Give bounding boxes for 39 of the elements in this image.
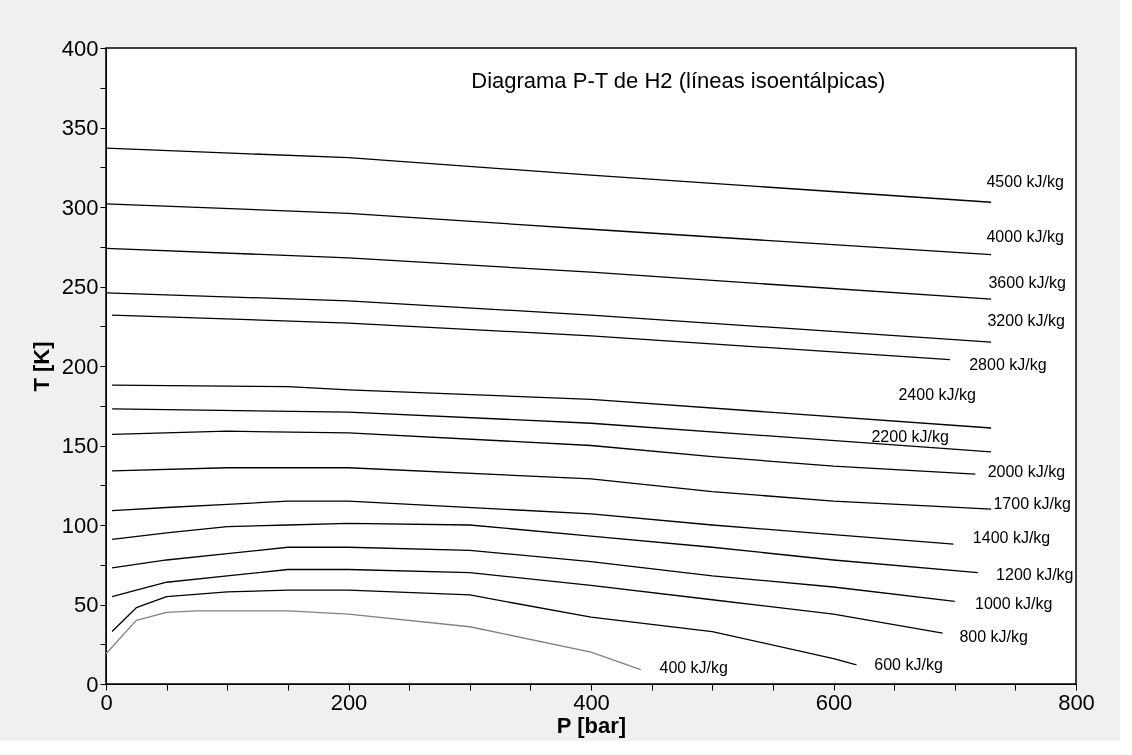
line-series	[111, 314, 951, 361]
text: Diagrama P-T de H2 (líneas isoentálpicas)	[471, 68, 886, 93]
y-tick-label: 350	[61, 115, 99, 140]
x-axis-title: P [bar]	[556, 712, 627, 738]
line-series	[105, 610, 642, 671]
y-tick-label: 100	[61, 512, 99, 538]
y-tick-label: 400	[61, 35, 99, 61]
series-label: 3200 kJ/kg	[987, 312, 1065, 330]
y-axis-title: T [K]	[28, 341, 54, 392]
line-series	[111, 546, 956, 602]
line-series	[111, 408, 992, 453]
series-label: 1000 kJ/kg	[975, 595, 1053, 613]
series-label: 4500 kJ/kg	[986, 173, 1064, 191]
series-label: 1400 kJ/kg	[972, 529, 1051, 547]
line-series	[111, 500, 955, 545]
series-label: 2800 kJ/kg	[969, 355, 1047, 373]
x-tick-label: 400	[573, 689, 610, 715]
x-tick-label: 600	[815, 689, 853, 715]
y-tick-label: 50	[74, 592, 99, 617]
series-label: 1200 kJ/kg	[996, 565, 1074, 583]
series-label: 3600 kJ/kg	[988, 274, 1066, 292]
y-tick-label: 150	[61, 433, 99, 458]
series-label: 400 kJ/kg	[659, 658, 728, 676]
x-tick-label: 200	[330, 689, 368, 715]
series-label: 2200 kJ/kg	[871, 427, 949, 445]
y-tick-label: 200	[61, 353, 99, 379]
series-label: 1700 kJ/kg	[993, 495, 1071, 513]
line-series	[111, 430, 977, 475]
x-tick-label: 800	[1058, 689, 1095, 715]
y-tick-label: 300	[61, 194, 99, 220]
line-series	[111, 568, 944, 634]
series-label: 600 kJ/kg	[874, 655, 943, 673]
y-tick-label: 0	[86, 671, 99, 697]
y-tick-label: 250	[61, 274, 99, 299]
series-label: 800 kJ/kg	[959, 628, 1028, 646]
series-label: 2400 kJ/kg	[898, 386, 976, 404]
line-series	[111, 384, 992, 429]
series-label: 2000 kJ/kg	[987, 463, 1066, 481]
series-label: 4000 kJ/kg	[986, 227, 1064, 245]
